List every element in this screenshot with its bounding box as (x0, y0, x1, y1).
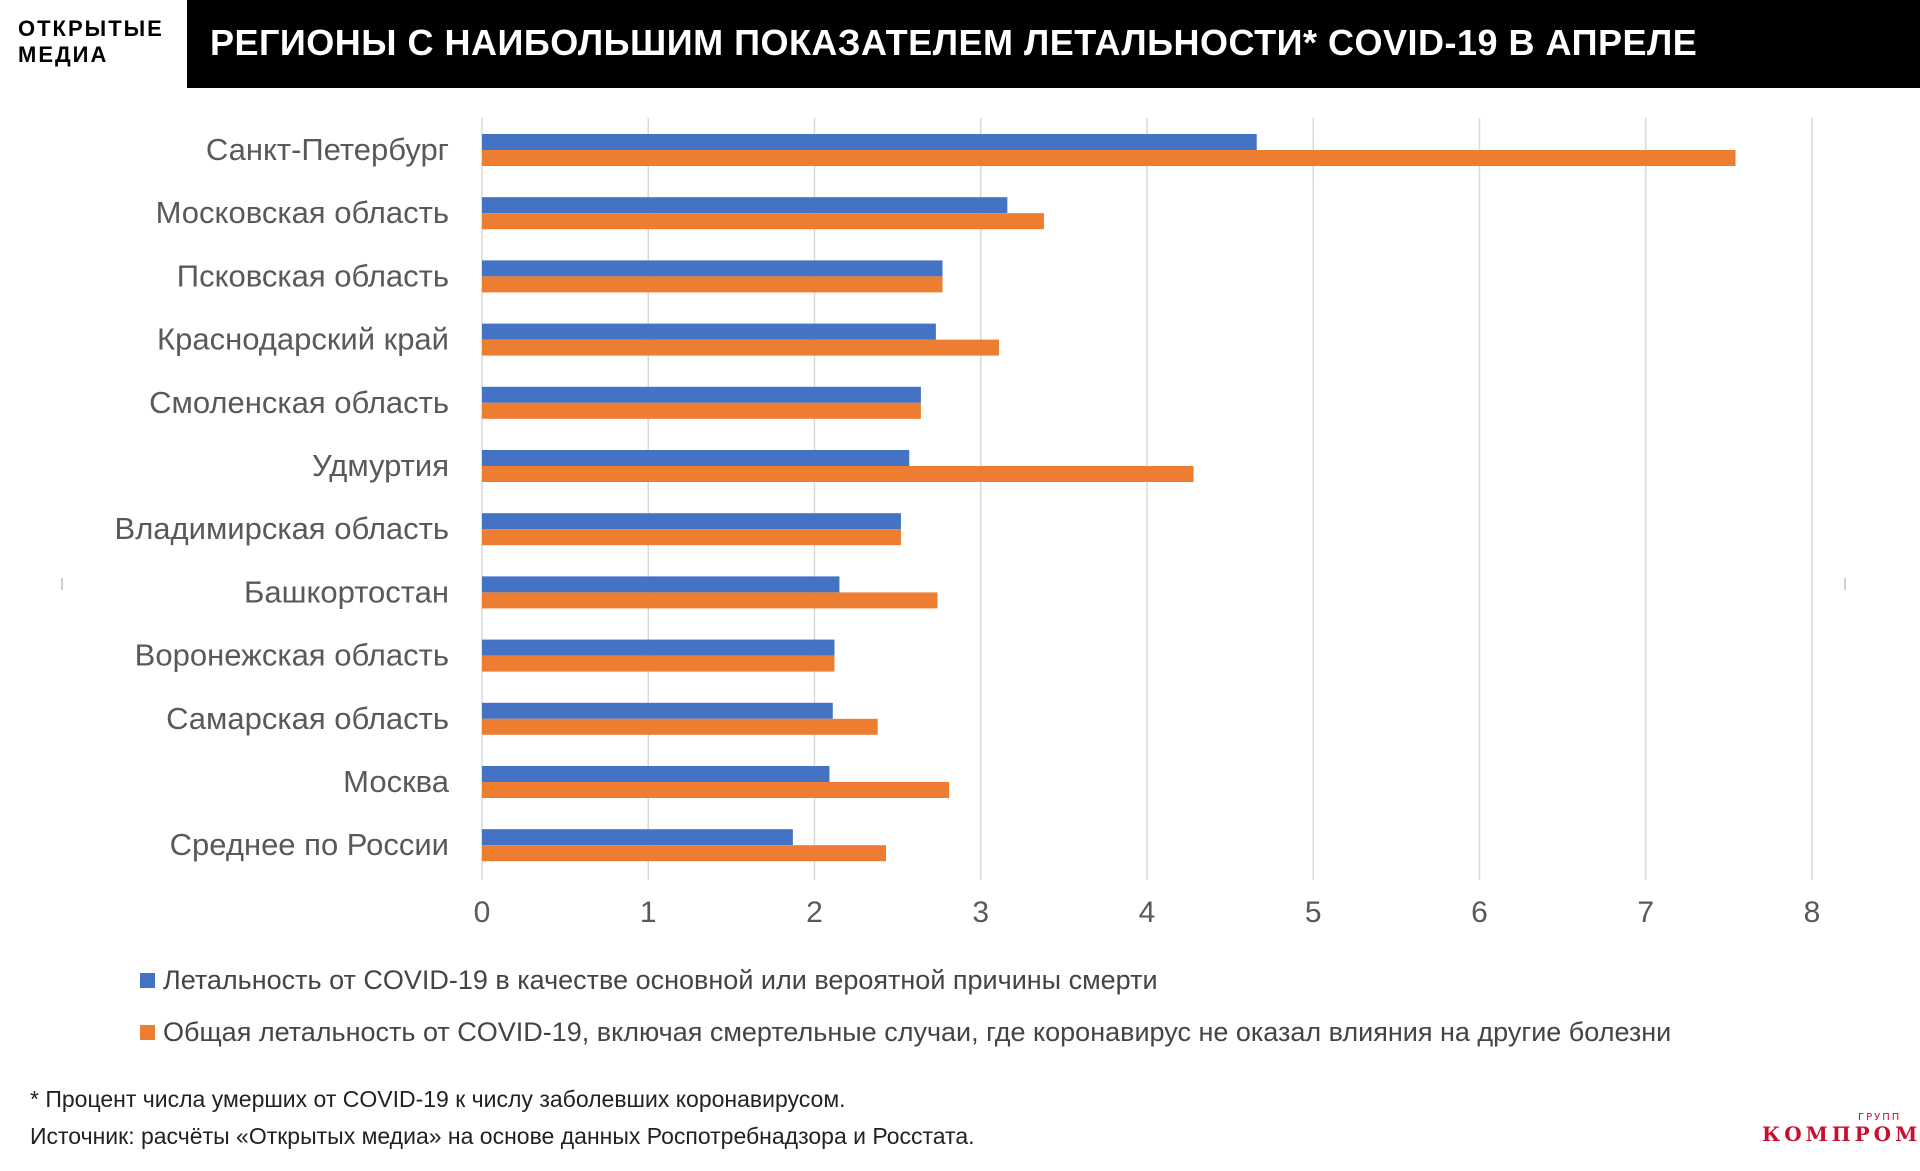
bar-series2 (482, 655, 835, 672)
bar-series1 (482, 576, 840, 593)
bar-series2 (482, 466, 1194, 482)
category-label: Москва (343, 764, 450, 799)
category-label: Воронежская область (135, 638, 449, 673)
bar-series2 (482, 402, 921, 419)
category-label: Башкортостан (244, 574, 449, 609)
bar-series1 (482, 323, 936, 340)
bar-series1 (482, 386, 921, 403)
gridlines (481, 118, 1813, 880)
x-tick-labels: 0 1 2 3 4 5 6 7 8 (474, 896, 1821, 929)
legend-label-series2: Общая летальность от COVID-19, включая с… (163, 1017, 1672, 1047)
bar-series1 (482, 134, 1257, 150)
x-tick-label: 5 (1305, 896, 1322, 929)
category-label: Удмуртия (312, 448, 449, 483)
bar-series2 (482, 276, 943, 293)
x-tick-label: 7 (1637, 896, 1654, 929)
bar-series2 (482, 213, 1044, 230)
watermark: КОМПРОМАТ (1762, 1122, 1920, 1146)
footnote-source: Источник: расчёты «Открытых медиа» на ос… (30, 1123, 975, 1149)
legend-label-series1: Летальность от COVID-19 в качестве основ… (163, 965, 1158, 995)
x-tick-label: 2 (806, 896, 823, 929)
bars (482, 134, 1736, 862)
bar-series2 (482, 845, 886, 862)
bar-series2 (482, 339, 1000, 356)
bar-series1 (482, 450, 910, 466)
bar-series2 (482, 150, 1736, 166)
side-markers (61, 578, 1846, 590)
category-label: Псковская область (177, 258, 449, 293)
x-tick-label: 1 (640, 896, 657, 929)
bar-series2 (482, 782, 950, 798)
x-tick-label: 4 (1139, 896, 1156, 929)
logo-line-2: МЕДИА (18, 42, 109, 67)
bar-series1 (482, 702, 833, 719)
bar-series1 (482, 260, 943, 277)
x-tick-label: 0 (474, 896, 491, 929)
legend-swatch-series1 (140, 973, 155, 988)
bar-series1 (482, 829, 793, 846)
category-label: Санкт-Петербург (206, 132, 449, 167)
bar-series1 (482, 513, 901, 530)
bar-series2 (482, 718, 878, 735)
watermark-small: ГРУПП (1858, 1112, 1902, 1123)
category-label: Самарская область (166, 701, 449, 736)
legend-swatch-series2 (140, 1025, 155, 1040)
bar-series2 (482, 529, 901, 546)
category-label: Владимирская область (115, 511, 449, 546)
category-label: Московская область (156, 195, 449, 230)
category-label: Среднее по России (170, 827, 449, 862)
chart-title: РЕГИОНЫ С НАИБОЛЬШИМ ПОКАЗАТЕЛЕМ ЛЕТАЛЬН… (210, 22, 1698, 63)
bar-series2 (482, 592, 938, 609)
x-tick-label: 3 (972, 896, 989, 929)
category-labels: Санкт-Петербург Московская область Псковск… (115, 132, 450, 862)
category-label: Краснодарский край (157, 322, 449, 357)
category-label: Смоленская область (149, 385, 449, 420)
logo-line-1: ОТКРЫТЫЕ (18, 16, 164, 41)
brand-logo: ОТКРЫТЫЕ МЕДИА (18, 16, 164, 68)
title-bar: РЕГИОНЫ С НАИБОЛЬШИМ ПОКАЗАТЕЛЕМ ЛЕТАЛЬН… (187, 0, 1920, 88)
x-tick-label: 6 (1471, 896, 1488, 929)
bar-series1 (482, 639, 835, 656)
bar-chart: Санкт-Петербург Московская область Псковск… (61, 118, 1846, 929)
footnote-definition: * Процент числа умерших от COVID-19 к чи… (30, 1086, 846, 1112)
x-tick-label: 8 (1804, 896, 1821, 929)
bar-series1 (482, 766, 830, 782)
bar-series1 (482, 197, 1008, 214)
